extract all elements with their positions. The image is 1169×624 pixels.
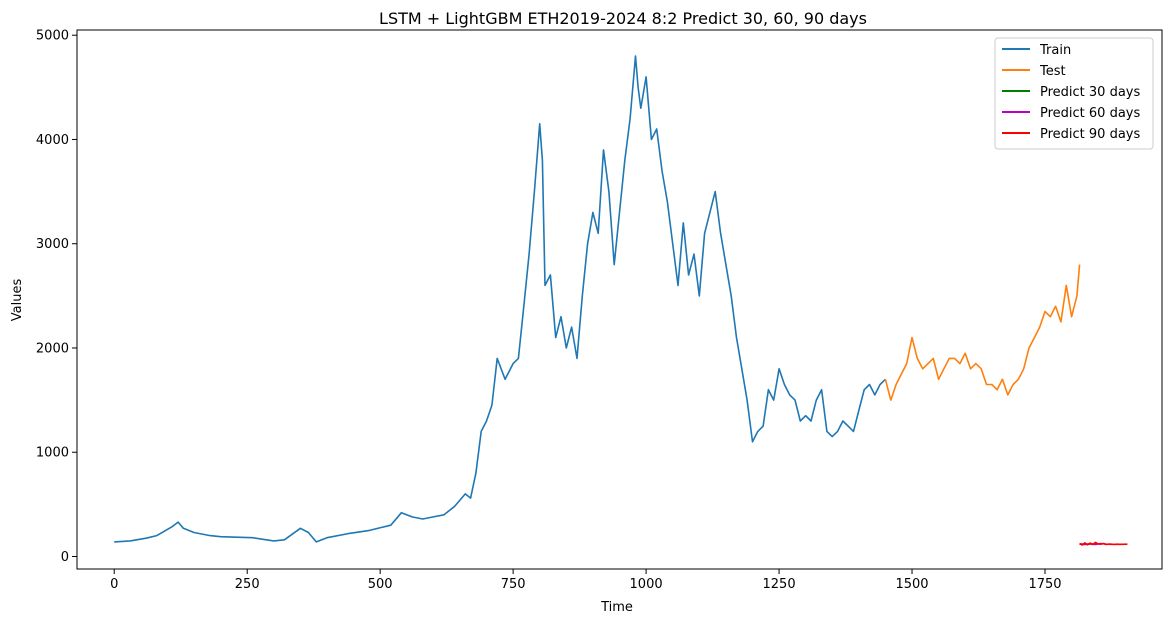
x-tick-label: 1250	[763, 577, 796, 592]
legend-label: Predict 90 days	[1040, 127, 1140, 142]
y-axis: 0 1000 2000 3000 4000 5000	[36, 29, 77, 565]
series-line-test	[884, 264, 1081, 401]
x-tick-label: 1000	[630, 577, 663, 592]
legend-label: Train	[1039, 43, 1071, 58]
legend-box	[994, 37, 1154, 150]
y-tick-label: 0	[61, 550, 69, 565]
plot-area	[76, 29, 1163, 570]
series-line-train	[114, 55, 886, 543]
x-axis-label: Time	[600, 600, 633, 615]
series-layer	[114, 55, 1128, 546]
series-line-predict-90-days	[1079, 541, 1128, 546]
x-tick-label: 500	[368, 577, 393, 592]
y-tick-label: 4000	[36, 133, 69, 148]
y-tick-label: 5000	[36, 29, 69, 44]
x-tick-label: 750	[501, 577, 526, 592]
x-tick-label: 250	[235, 577, 260, 592]
chart-title: LSTM + LightGBM ETH2019-2024 8:2 Predict…	[379, 9, 867, 28]
x-tick-label: 1500	[895, 577, 928, 592]
y-tick-label: 1000	[36, 446, 69, 461]
legend: Train Test Predict 30 days Predict 60 days P…	[994, 37, 1154, 150]
x-tick-label: 1750	[1028, 577, 1061, 592]
y-tick-label: 2000	[36, 341, 69, 356]
legend-label: Predict 60 days	[1040, 106, 1140, 121]
y-tick-label: 3000	[36, 237, 69, 252]
y-axis-label: Values	[10, 279, 25, 322]
x-axis: 0 250 500 750 1000 1250 1500 1750	[110, 569, 1062, 592]
legend-label: Test	[1039, 64, 1066, 79]
legend-label: Predict 30 days	[1040, 85, 1140, 100]
x-tick-label: 0	[110, 577, 118, 592]
